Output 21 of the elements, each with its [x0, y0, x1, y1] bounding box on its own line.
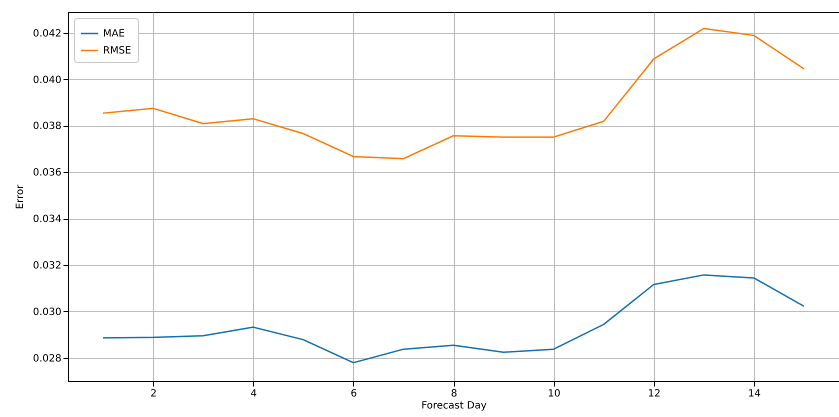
x-tick-label: 10: [548, 388, 560, 400]
y-tick-label: 0.028: [32, 353, 62, 364]
x-tick-label: 14: [748, 388, 761, 400]
y-axis-title: Error: [14, 184, 26, 210]
y-tick-label: 0.042: [32, 28, 62, 40]
x-tick-label: 2: [150, 388, 157, 400]
y-tick-label: 0.036: [32, 168, 62, 179]
y-tick-label: 0.034: [32, 214, 62, 226]
x-tick-label: 12: [648, 388, 661, 400]
x-tick-label: 4: [250, 388, 257, 400]
y-tick-label: 0.040: [32, 74, 62, 86]
x-tick-label: 8: [450, 388, 458, 400]
y-tick-label: 0.030: [32, 306, 62, 318]
y-tick-label: 0.032: [32, 260, 62, 272]
x-axis-title: Forecast Day: [421, 400, 487, 412]
x-tick-label: 6: [350, 388, 358, 400]
line-series: [102, 274, 805, 364]
legend-label: RMSE: [103, 46, 132, 56]
line-series: [102, 28, 805, 160]
y-tick-label: 0.038: [32, 121, 62, 132]
legend-label: MAE: [103, 28, 125, 40]
